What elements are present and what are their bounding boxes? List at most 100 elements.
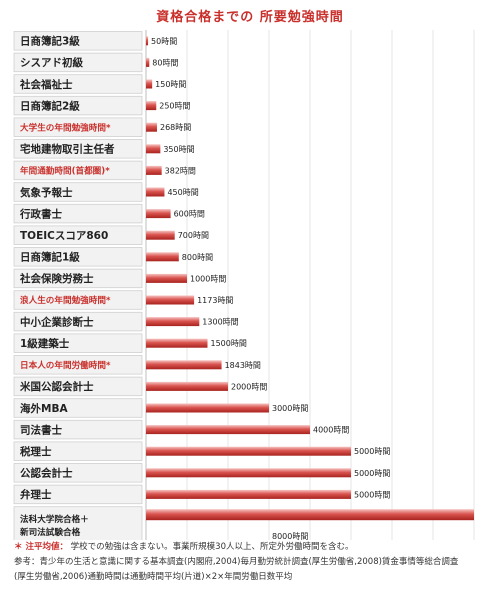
footnote-line-1: ＊ 注平均値： 学校での勉強は含まない。事業所規模30人以上、所定外労働時間を含… <box>14 540 496 555</box>
value-label: 8000時間 <box>272 532 308 540</box>
category-label-box <box>13 290 143 310</box>
bar <box>146 101 157 111</box>
footnote-mark: ＊ 注平均値： <box>14 542 68 552</box>
footnotes: ＊ 注平均値： 学校での勉強は含まない。事業所規模30人以上、所定外労働時間を含… <box>14 540 496 585</box>
value-label: 250時間 <box>159 102 190 111</box>
category-label-box <box>13 117 143 137</box>
category-label: 中小企業診断士 <box>20 315 94 328</box>
footnote-text-1: 学校での勉強は含まない。事業所規模30人以上、所定外労働時間を含む。 <box>70 542 354 552</box>
bar <box>146 403 269 413</box>
category-label: 税理士 <box>20 445 52 458</box>
category-label-box <box>13 182 143 202</box>
category-label-box <box>13 160 143 181</box>
value-label: 150時間 <box>155 80 186 89</box>
category-label: 日商簿記1級 <box>20 251 80 264</box>
category-label: 日商簿記3級 <box>20 35 80 48</box>
bar <box>146 381 228 391</box>
bar <box>146 273 187 283</box>
bar <box>146 468 351 478</box>
category-label: 宅地建物取引主任者 <box>20 143 115 156</box>
category-label: シスアド初級 <box>20 56 83 69</box>
value-label: 50時間 <box>151 37 177 46</box>
footnote-line-2: 参考：青少年の生活と意識に関する基本調査(内閣府,2004)毎月勤労統計調査(厚… <box>14 557 459 567</box>
value-label: 1500時間 <box>211 339 247 348</box>
category-label: TOEICスコア860 <box>20 230 108 242</box>
category-label: 日本人の年間労働時間* <box>20 359 111 371</box>
category-label-box <box>13 441 143 461</box>
category-label: 年間通勤時間(首都圏)* <box>20 164 110 176</box>
value-label: 80時間 <box>152 58 178 67</box>
bar <box>146 446 351 456</box>
category-label-box <box>13 355 143 375</box>
value-label: 4000時間 <box>313 426 349 435</box>
value-label: 350時間 <box>163 145 194 154</box>
category-label: 弁理士 <box>20 488 52 501</box>
value-label: 1000時間 <box>190 274 226 283</box>
value-label: 5000時間 <box>354 469 390 478</box>
bar <box>146 360 222 370</box>
bar <box>146 209 171 219</box>
category-label: 日商簿記2級 <box>20 99 80 112</box>
category-label-box <box>13 225 143 245</box>
category-label-box <box>13 31 143 51</box>
bar <box>146 252 179 262</box>
category-label-box <box>13 139 143 159</box>
bar <box>146 36 149 46</box>
category-label-box <box>13 376 143 397</box>
bar <box>146 165 162 175</box>
bar <box>146 187 165 197</box>
bar <box>146 509 474 521</box>
bar <box>146 489 351 499</box>
value-label: 5000時間 <box>354 490 390 499</box>
category-label: 気象予報士 <box>19 186 73 199</box>
category-label-box <box>13 95 143 116</box>
bar <box>146 122 157 132</box>
value-label: 450時間 <box>167 188 198 197</box>
category-label-box <box>13 311 143 332</box>
category-label-box <box>13 74 143 94</box>
value-label: 2000時間 <box>231 382 267 391</box>
bar <box>146 57 150 67</box>
bar <box>146 425 310 435</box>
footnote-line-3: (厚生労働省,2006)通勤時間は通勤時間平均(片道)×2×年間労働日数平均 <box>14 572 293 582</box>
category-label-box <box>13 268 143 289</box>
bar <box>146 230 175 240</box>
category-label-box <box>13 463 143 483</box>
category-label: 海外MBA <box>20 402 68 415</box>
category-label: 司法書士 <box>20 423 62 436</box>
bar <box>146 144 161 154</box>
category-label: 新司法試験合格 <box>20 526 81 538</box>
category-label: 法科大学院合格＋ <box>20 513 89 525</box>
value-label: 1300時間 <box>202 318 238 327</box>
chart-title: 資格合格までの 所要勉強時間 <box>156 10 344 25</box>
value-label: 1173時間 <box>197 296 233 305</box>
category-label: 浪人生の年間勉強時間* <box>20 294 111 306</box>
category-label-box <box>13 419 143 440</box>
value-label: 268時間 <box>160 123 191 132</box>
bar <box>146 317 200 327</box>
category-label-box <box>13 333 143 353</box>
category-label-box <box>13 247 143 267</box>
category-label: 社会保険労務士 <box>19 272 94 285</box>
value-label: 382時間 <box>165 166 196 175</box>
bar <box>146 79 153 89</box>
bar <box>146 338 208 348</box>
category-label: 米国公認会計士 <box>19 380 94 393</box>
value-label: 3000時間 <box>272 404 308 413</box>
category-label-box <box>13 203 143 224</box>
value-label: 800時間 <box>182 253 213 262</box>
value-label: 700時間 <box>178 231 209 240</box>
category-label: 大学生の年間勉強時間* <box>20 121 111 133</box>
category-label-box <box>13 52 143 73</box>
category-label-box <box>13 398 143 418</box>
value-label: 1843時間 <box>225 361 261 370</box>
category-label: 公認会計士 <box>20 467 73 480</box>
category-label: 行政書士 <box>19 207 62 220</box>
category-label-box <box>13 506 143 540</box>
category-label: 社会福祉士 <box>19 78 73 91</box>
category-label-box <box>13 484 143 505</box>
category-label: 1級建築士 <box>20 337 70 350</box>
value-label: 600時間 <box>174 210 205 219</box>
value-label: 5000時間 <box>354 447 390 456</box>
